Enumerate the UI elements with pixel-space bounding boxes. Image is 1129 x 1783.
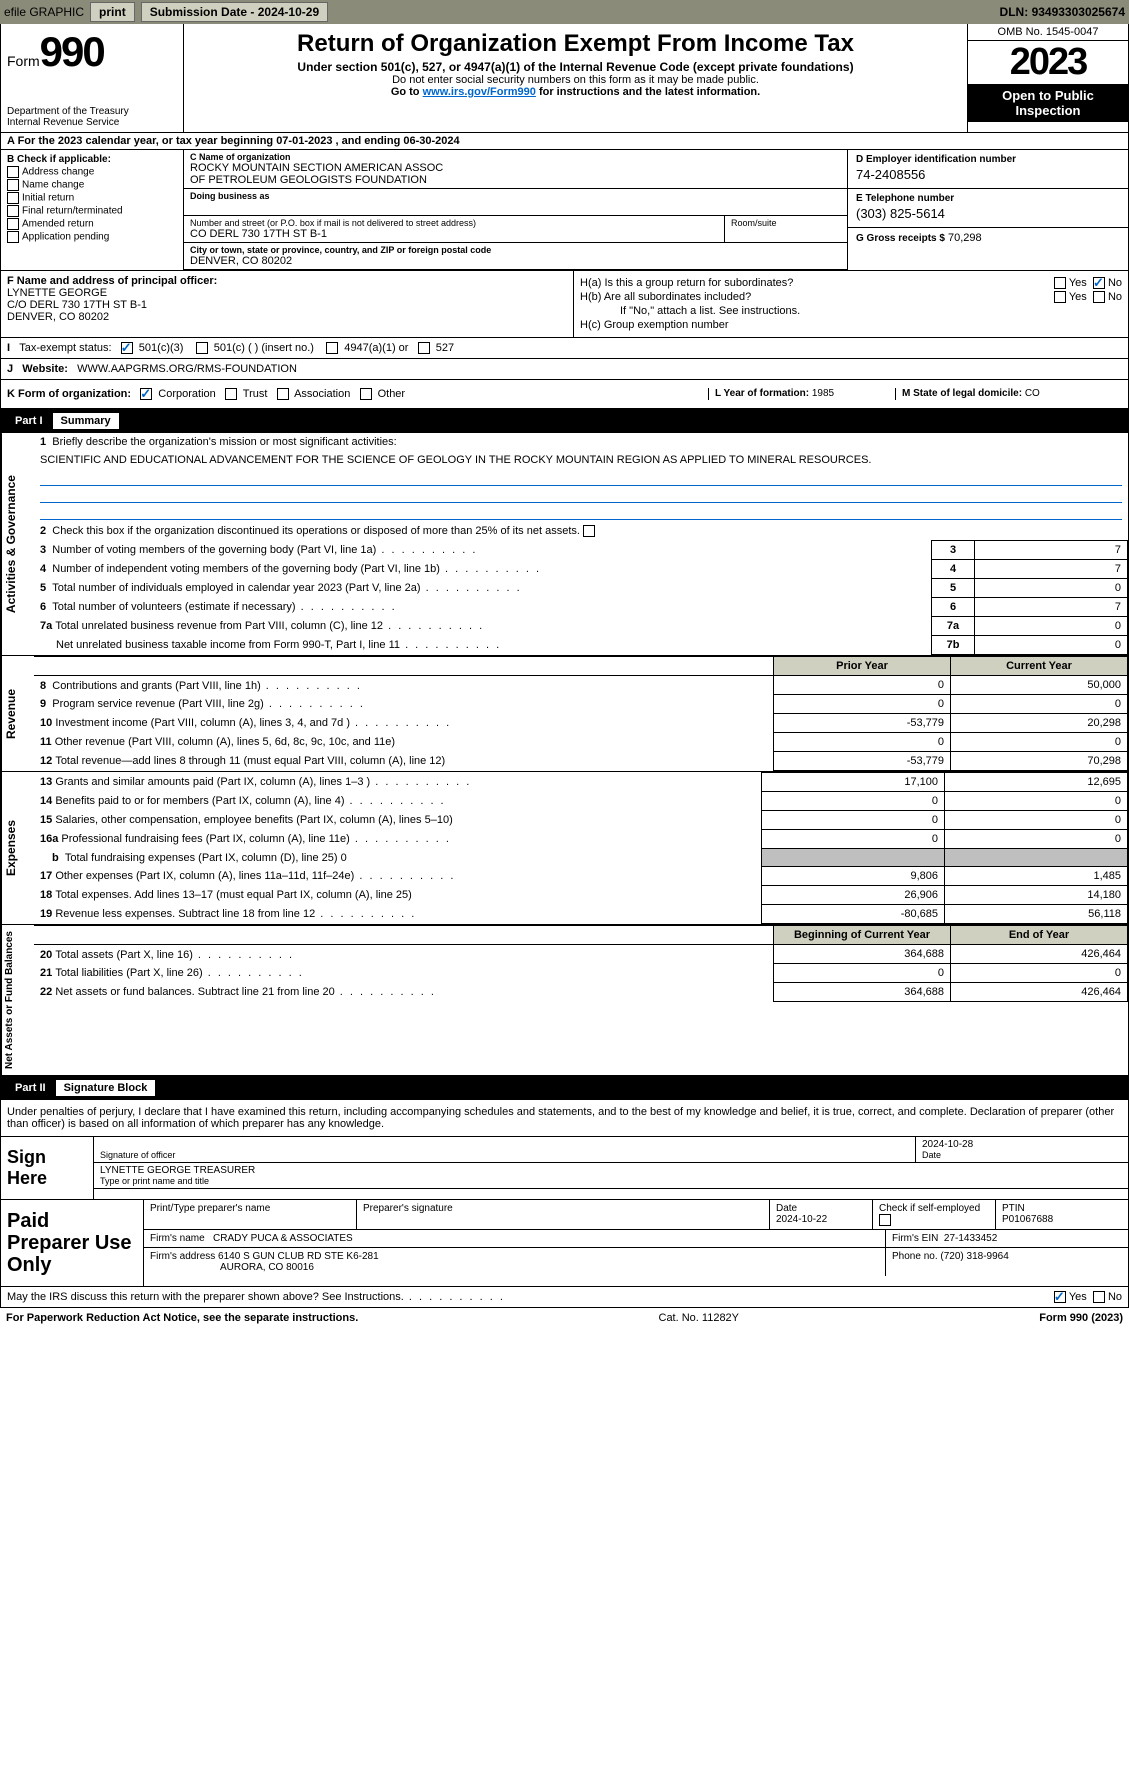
tab-expenses: Expenses xyxy=(1,772,34,924)
val-7b: 0 xyxy=(975,636,1128,655)
city-state-zip: DENVER, CO 80202 xyxy=(190,255,841,267)
street-address: CO DERL 730 17TH ST B-1 xyxy=(190,228,718,240)
officer-name: LYNETTE GEORGE TREASURER xyxy=(100,1165,1122,1176)
form-title: Return of Organization Exempt From Incom… xyxy=(190,30,961,58)
submission-date-button[interactable]: Submission Date - 2024-10-29 xyxy=(141,2,328,22)
principal-officer: F Name and address of principal officer:… xyxy=(1,271,574,337)
year-formation: 1985 xyxy=(812,388,834,399)
self-employed-checkbox[interactable] xyxy=(879,1214,891,1226)
final-return-checkbox[interactable] xyxy=(7,205,19,217)
ein-value: 74-2408556 xyxy=(856,165,1120,184)
val-5: 0 xyxy=(975,579,1128,598)
discontinued-checkbox[interactable] xyxy=(583,525,595,537)
mission-text: SCIENTIFIC AND EDUCATIONAL ADVANCEMENT F… xyxy=(34,451,1128,469)
trust-checkbox[interactable] xyxy=(225,388,237,400)
val-6: 7 xyxy=(975,598,1128,617)
name-change-checkbox[interactable] xyxy=(7,179,19,191)
501c3-checkbox[interactable] xyxy=(121,342,133,354)
hb-yes-checkbox[interactable] xyxy=(1054,291,1066,303)
form-of-org-row: K Form of organization: Corporation Trus… xyxy=(7,388,708,400)
tax-year-row: A For the 2023 calendar year, or tax yea… xyxy=(0,133,1129,150)
association-checkbox[interactable] xyxy=(277,388,289,400)
group-return-section: H(a) Is this a group return for subordin… xyxy=(574,271,1128,337)
tab-netassets: Net Assets or Fund Balances xyxy=(1,925,34,1075)
ha-yes-checkbox[interactable] xyxy=(1054,277,1066,289)
tab-revenue: Revenue xyxy=(1,656,34,771)
form-number-cell: Form990 Department of the Treasury Inter… xyxy=(1,24,184,132)
527-checkbox[interactable] xyxy=(418,342,430,354)
part1-header: Part ISummary xyxy=(0,409,1129,433)
application-pending-checkbox[interactable] xyxy=(7,231,19,243)
efile-label: efile GRAPHIC xyxy=(4,5,84,19)
4947-checkbox[interactable] xyxy=(326,342,338,354)
year-cell: OMB No. 1545-0047 2023 Open to Public In… xyxy=(967,24,1128,132)
val-7a: 0 xyxy=(975,617,1128,636)
signature-declaration: Under penalties of perjury, I declare th… xyxy=(0,1100,1129,1137)
title-cell: Return of Organization Exempt From Incom… xyxy=(184,24,967,132)
website-value: WWW.AAPGRMS.ORG/RMS-FOUNDATION xyxy=(77,363,297,375)
gross-receipts: 70,298 xyxy=(948,232,982,244)
amended-return-checkbox[interactable] xyxy=(7,218,19,230)
501c-checkbox[interactable] xyxy=(196,342,208,354)
dln-label: DLN: 93493303025674 xyxy=(1000,5,1125,19)
corporation-checkbox[interactable] xyxy=(140,388,152,400)
website-row: J Website: WWW.AAPGRMS.ORG/RMS-FOUNDATIO… xyxy=(1,359,1128,379)
org-name-2: OF PETROLEUM GEOLOGISTS FOUNDATION xyxy=(190,174,841,186)
page-footer: For Paperwork Reduction Act Notice, see … xyxy=(0,1308,1129,1328)
discuss-no-checkbox[interactable] xyxy=(1093,1291,1105,1303)
other-checkbox[interactable] xyxy=(360,388,372,400)
hb-no-checkbox[interactable] xyxy=(1093,291,1105,303)
val-4: 7 xyxy=(975,560,1128,579)
tax-exempt-row: I Tax-exempt status: 501(c)(3) 501(c) ( … xyxy=(1,338,1128,359)
state-domicile: CO xyxy=(1025,388,1040,399)
top-toolbar: efile GRAPHIC print Submission Date - 20… xyxy=(0,0,1129,24)
form-header: Form990 Department of the Treasury Inter… xyxy=(0,24,1129,133)
instructions-link[interactable]: www.irs.gov/Form990 xyxy=(423,86,536,98)
sign-here-label: Sign Here xyxy=(1,1137,94,1199)
discuss-row: May the IRS discuss this return with the… xyxy=(0,1287,1129,1308)
phone-value: (303) 825-5614 xyxy=(856,204,1120,223)
initial-return-checkbox[interactable] xyxy=(7,192,19,204)
checkbox-column-B: B Check if applicable: Address change Na… xyxy=(1,150,184,270)
ha-no-checkbox[interactable] xyxy=(1093,277,1105,289)
org-name-1: ROCKY MOUNTAIN SECTION AMERICAN ASSOC xyxy=(190,162,841,174)
address-change-checkbox[interactable] xyxy=(7,166,19,178)
tab-activities: Activities & Governance xyxy=(1,433,34,655)
val-3: 7 xyxy=(975,541,1128,560)
part2-header: Part IISignature Block xyxy=(0,1076,1129,1100)
paid-preparer-label: Paid Preparer Use Only xyxy=(1,1200,144,1286)
discuss-yes-checkbox[interactable] xyxy=(1054,1291,1066,1303)
print-button[interactable]: print xyxy=(90,2,135,22)
firm-name: CRADY PUCA & ASSOCIATES xyxy=(213,1233,353,1244)
